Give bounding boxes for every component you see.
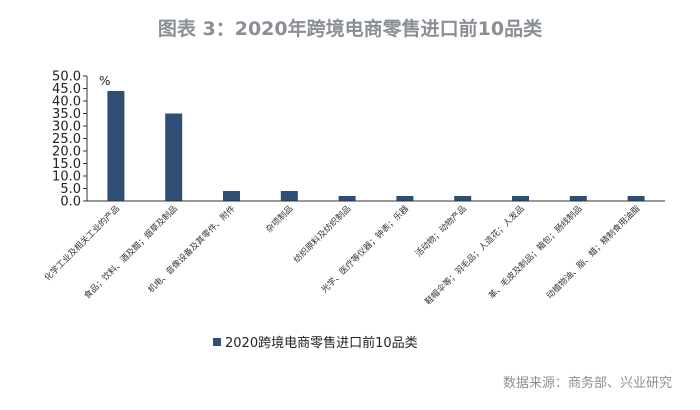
bar bbox=[107, 91, 125, 201]
y-tick-label: 20.0 bbox=[52, 145, 81, 160]
legend: 2020跨境电商零售进口前10品类 bbox=[213, 335, 418, 351]
bar bbox=[512, 196, 529, 201]
legend-swatch bbox=[213, 338, 221, 346]
x-category-label: 鞋帽伞等；羽毛品；人造花；人发品 bbox=[423, 203, 527, 307]
x-category-label: 纺织原料及纺织制品 bbox=[291, 203, 353, 265]
bar bbox=[396, 196, 414, 201]
y-tick-label: 35.0 bbox=[52, 107, 81, 122]
y-tick-label: 15.0 bbox=[52, 157, 81, 172]
y-tick-label: 45.0 bbox=[52, 82, 81, 97]
bar bbox=[569, 196, 587, 201]
bar bbox=[454, 196, 472, 201]
x-category-label: 杂项制品 bbox=[264, 203, 296, 235]
x-category-label: 食品；饮料、酒及醋；烟草及制品 bbox=[82, 203, 180, 301]
chart-title: 图表 3：2020年跨境电商零售进口前10品类 bbox=[157, 18, 543, 40]
y-tick-label: 50.0 bbox=[52, 70, 81, 85]
y-tick-label: 40.0 bbox=[52, 95, 81, 110]
bar bbox=[165, 113, 183, 201]
bar bbox=[338, 196, 356, 201]
bar bbox=[223, 191, 240, 201]
legend-label: 2020跨境电商零售进口前10品类 bbox=[225, 335, 418, 351]
y-axis: 0.05.010.015.020.025.030.035.040.045.050… bbox=[52, 70, 110, 210]
y-unit-label: % bbox=[99, 74, 110, 88]
x-axis: 化学工业及相关工业的产品食品；饮料、酒及醋；烟草及制品机电、音像设备及其零件、附… bbox=[42, 200, 665, 307]
x-category-label: 活动物；动物产品 bbox=[413, 203, 469, 259]
y-tick-label: 30.0 bbox=[52, 120, 81, 135]
y-tick-label: 0.0 bbox=[60, 195, 81, 210]
bars bbox=[107, 91, 645, 201]
source-note: 数据来源：商务部、兴业研究 bbox=[502, 376, 672, 391]
bar bbox=[627, 196, 645, 201]
x-category-label: 动植物油、脂、蜡；精制食用油脂 bbox=[544, 203, 642, 301]
y-tick-label: 25.0 bbox=[52, 132, 81, 147]
x-category-label: 革、毛皮及制品；箱包；肠线制品 bbox=[486, 203, 584, 301]
bar bbox=[280, 191, 298, 201]
y-tick-label: 5.0 bbox=[60, 182, 81, 197]
y-tick-label: 10.0 bbox=[52, 170, 81, 185]
